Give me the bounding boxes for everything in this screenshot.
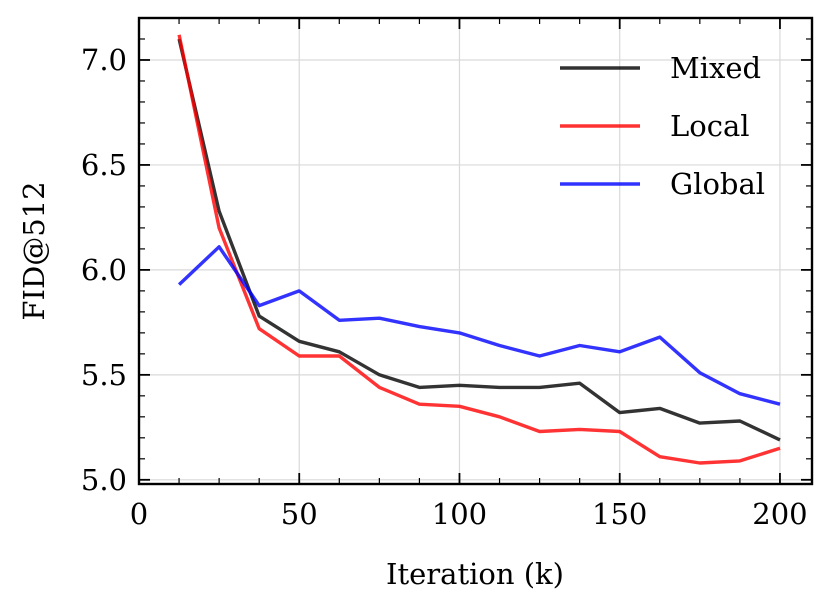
x-tick-label: 200 bbox=[752, 497, 807, 531]
x-tick-label: 0 bbox=[130, 497, 148, 531]
series-line-mixed bbox=[177, 38, 781, 442]
x-axis-label: Iteration (k) bbox=[386, 557, 564, 591]
legend-entry-global: Global bbox=[560, 167, 765, 201]
y-tick-label: 5.5 bbox=[81, 358, 127, 392]
legend-label: Local bbox=[670, 109, 750, 143]
series-line-global bbox=[177, 245, 781, 406]
y-tick-label: 5.0 bbox=[81, 463, 127, 497]
x-tick-label: 50 bbox=[281, 497, 318, 531]
legend: Mixed Local Global bbox=[560, 51, 765, 201]
y-tick-labels: 5.0 5.5 6.0 6.5 7.0 bbox=[81, 43, 127, 497]
series-line-local bbox=[177, 34, 781, 465]
legend-label: Mixed bbox=[670, 51, 761, 85]
legend-entry-mixed: Mixed bbox=[560, 51, 761, 85]
y-tick-label: 6.5 bbox=[81, 148, 127, 182]
series-lines bbox=[177, 34, 781, 465]
x-tick-label: 150 bbox=[592, 497, 647, 531]
grid bbox=[138, 18, 812, 484]
plot-frame bbox=[137, 16, 814, 486]
legend-entry-local: Local bbox=[560, 109, 750, 143]
x-tick-labels: 0 50 100 150 200 bbox=[130, 497, 808, 531]
axis-ticks bbox=[138, 17, 812, 484]
y-tick-label: 6.0 bbox=[81, 253, 127, 287]
legend-label: Global bbox=[670, 167, 765, 201]
x-tick-label: 100 bbox=[432, 497, 487, 531]
y-axis-label: FID@512 bbox=[17, 181, 51, 320]
y-tick-label: 7.0 bbox=[81, 43, 127, 77]
